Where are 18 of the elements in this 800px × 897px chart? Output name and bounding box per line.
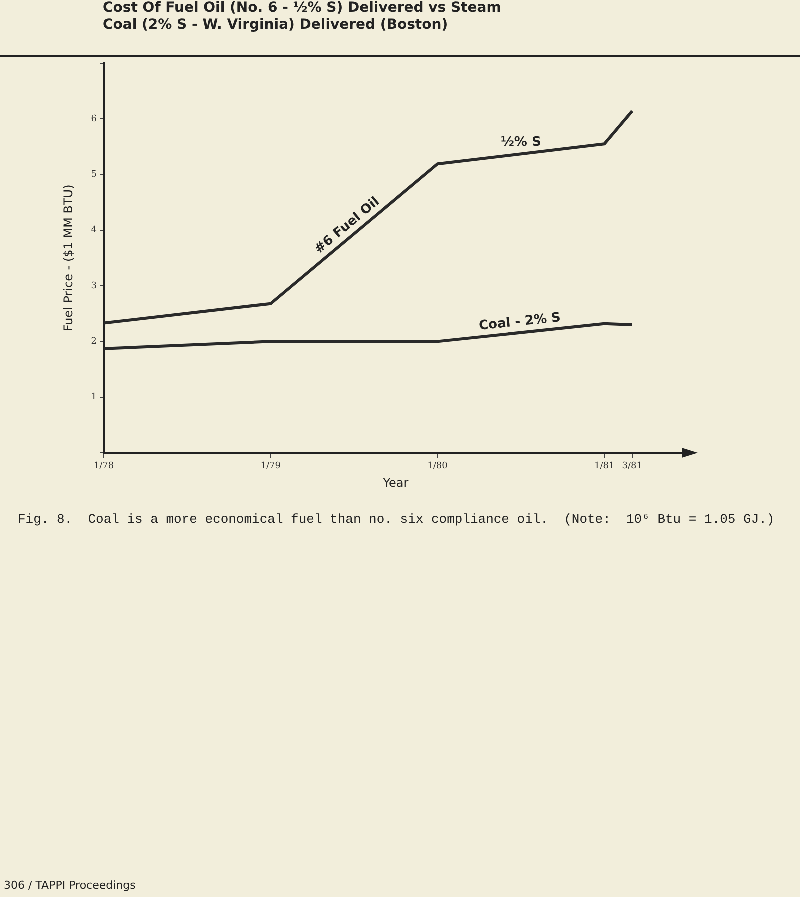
y-tick-label: 3 xyxy=(91,281,98,292)
x-axis-title: Year xyxy=(382,476,409,490)
x-tick-label: 1/80 xyxy=(428,462,448,472)
y-tick-label: 4 xyxy=(91,226,98,236)
caption: Fig. 8. Coal is a more economical fuel than no. six compliance oil. (Note: 10⁶ Btu = 1.05 GJ.) xyxy=(18,512,775,527)
y-tick-label: 6 xyxy=(91,114,98,124)
x-tick-label: 1/81 xyxy=(594,462,615,472)
x-tick-label: 1/79 xyxy=(260,462,282,472)
y-tick-label: 5 xyxy=(91,170,98,180)
x-tick-label: 1/78 xyxy=(94,462,114,472)
x-tick-label: 3/81 xyxy=(622,462,642,472)
text: Coal - 2% S xyxy=(478,310,562,334)
y-tick-label: 1 xyxy=(91,392,97,403)
y-axis-title: Fuel Price - ($1 MM BTU) xyxy=(61,184,76,332)
y-tick-label: 2 xyxy=(91,337,97,348)
text: 306 / TAPPI Proceedings xyxy=(4,879,136,892)
annotation: ½% S xyxy=(500,134,542,150)
chart-title: Cost Of Fuel Oil (No. 6 - ½% S) Delivered vs Steam Coal (2% S - W. Virginia) Delivered (Boston) xyxy=(103,0,502,34)
